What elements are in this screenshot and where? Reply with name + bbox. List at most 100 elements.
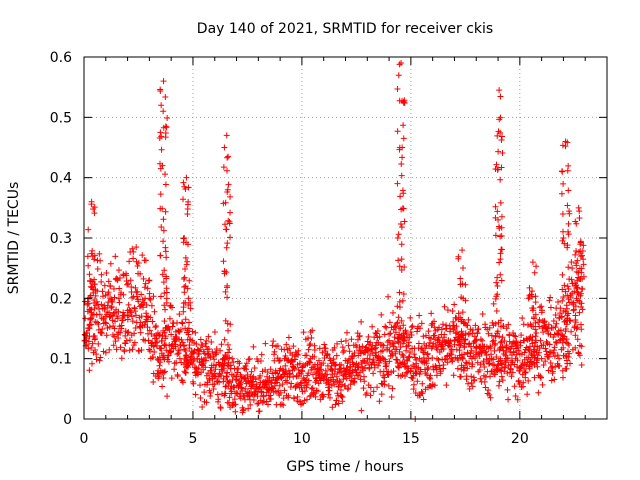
data-point — [543, 348, 550, 355]
data-point — [86, 271, 93, 278]
data-point — [464, 322, 471, 329]
data-point — [176, 311, 183, 318]
data-point — [181, 283, 188, 290]
data-point — [533, 349, 540, 356]
data-point — [86, 367, 93, 374]
data-point — [192, 329, 199, 336]
data-point — [215, 396, 222, 403]
data-point — [534, 352, 541, 359]
data-point — [158, 102, 165, 109]
data-point — [496, 333, 503, 340]
data-point — [342, 337, 349, 344]
data-point — [314, 388, 321, 395]
data-point — [395, 314, 402, 321]
data-point — [491, 342, 498, 349]
data-point — [573, 295, 580, 302]
data-point — [355, 372, 362, 379]
data-point — [88, 344, 95, 351]
data-point — [570, 299, 577, 306]
data-point — [505, 396, 512, 403]
data-point — [573, 268, 580, 275]
data-point — [402, 373, 409, 380]
data-point — [559, 374, 566, 381]
data-point — [564, 167, 571, 174]
data-point — [451, 337, 458, 344]
data-point — [456, 339, 463, 346]
data-point — [103, 320, 110, 327]
data-point — [264, 373, 271, 380]
data-point — [258, 351, 265, 358]
data-point — [400, 333, 407, 340]
data-point — [515, 347, 522, 354]
data-point — [499, 364, 506, 371]
data-point — [431, 318, 438, 325]
data-point — [459, 309, 466, 316]
data-point — [527, 333, 534, 340]
data-point — [346, 348, 353, 355]
data-point — [569, 265, 576, 272]
data-point — [102, 349, 109, 356]
data-point — [244, 375, 251, 382]
data-point — [283, 341, 290, 348]
data-point — [131, 305, 138, 312]
data-point — [485, 387, 492, 394]
data-point — [528, 337, 535, 344]
data-point — [459, 280, 466, 287]
data-point — [320, 360, 327, 367]
data-point — [141, 321, 148, 328]
data-point — [139, 252, 146, 259]
data-point — [160, 78, 167, 85]
data-point — [162, 94, 169, 101]
data-point — [495, 223, 502, 230]
data-point — [224, 349, 231, 356]
data-point — [123, 272, 130, 279]
data-point — [559, 367, 566, 374]
data-point — [566, 317, 573, 324]
data-point — [303, 352, 310, 359]
data-point — [307, 359, 314, 366]
data-point — [279, 381, 286, 388]
data-point — [556, 362, 563, 369]
data-point — [505, 362, 512, 369]
data-point — [498, 360, 505, 367]
data-point — [447, 343, 454, 350]
data-point — [542, 325, 549, 332]
data-point — [400, 190, 407, 197]
data-point — [91, 276, 98, 283]
data-point — [572, 317, 579, 324]
data-point — [495, 382, 502, 389]
data-point — [418, 320, 425, 327]
data-point — [572, 344, 579, 351]
data-point — [107, 260, 114, 267]
data-point — [424, 366, 431, 373]
data-point — [494, 328, 501, 335]
data-point — [560, 344, 567, 351]
data-point — [373, 330, 380, 337]
data-point — [286, 370, 293, 377]
data-point — [481, 363, 488, 370]
data-point — [559, 210, 566, 217]
data-point — [577, 238, 584, 245]
data-point — [376, 398, 383, 405]
data-point — [487, 373, 494, 380]
data-point — [503, 355, 510, 362]
data-point — [304, 372, 311, 379]
data-point — [431, 332, 438, 339]
data-point — [512, 355, 519, 362]
data-point — [142, 257, 149, 264]
data-point — [364, 359, 371, 366]
data-point — [467, 326, 474, 333]
data-point — [102, 313, 109, 320]
data-point — [335, 383, 342, 390]
data-point — [498, 224, 505, 231]
data-point — [481, 378, 488, 385]
data-point — [575, 248, 582, 255]
data-point — [444, 359, 451, 366]
data-point — [496, 87, 503, 94]
data-point — [332, 361, 339, 368]
data-point — [182, 254, 189, 261]
data-point — [493, 354, 500, 361]
data-point — [251, 365, 258, 372]
data-point — [342, 367, 349, 374]
